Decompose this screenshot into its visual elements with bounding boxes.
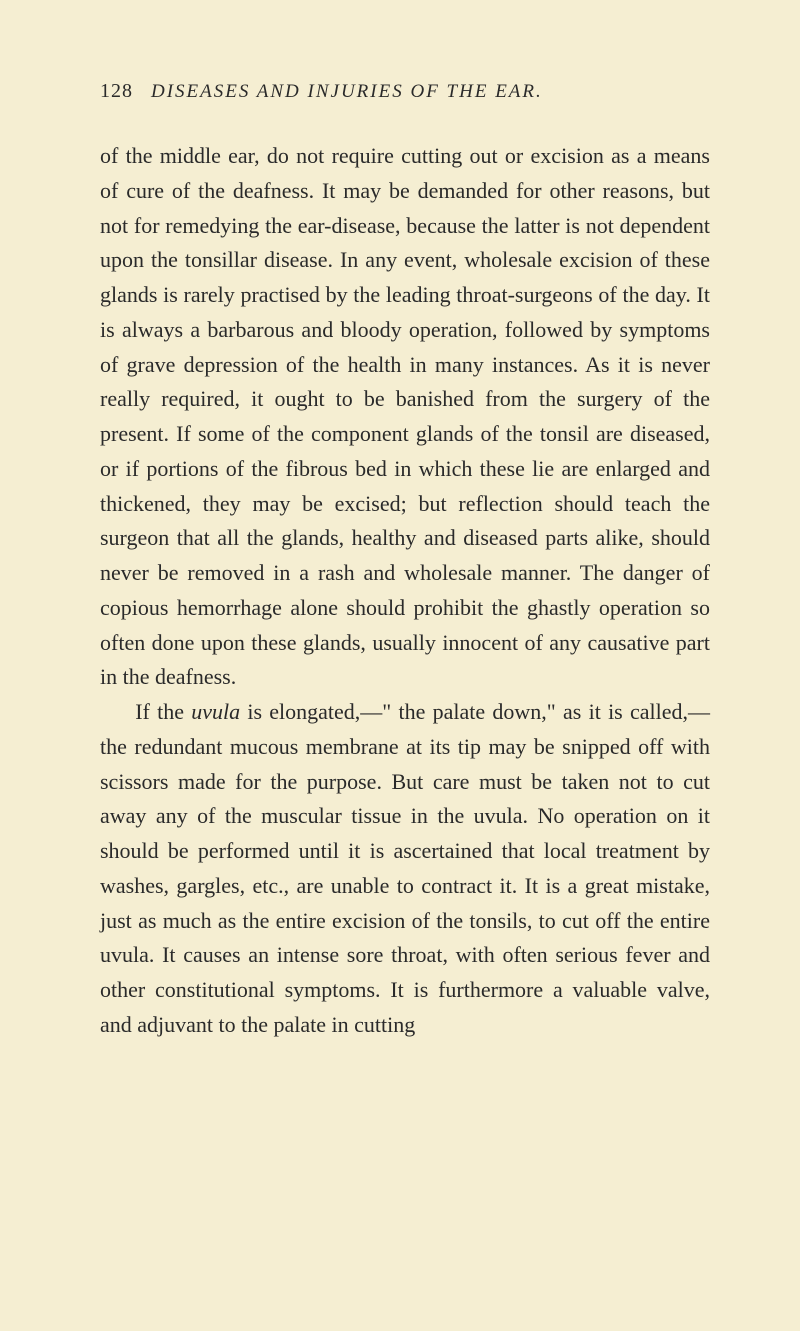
running-title: DISEASES AND INJURIES OF THE EAR. — [151, 81, 543, 103]
text-run: is elongated,—" the palate down," as it … — [100, 699, 710, 1037]
text-run: If the — [135, 699, 191, 724]
body-text: of the middle ear, do not require cuttin… — [100, 139, 710, 1043]
text-italic: uvula — [191, 699, 240, 724]
paragraph: If the uvula is elongated,—" the palate … — [100, 695, 710, 1043]
page-container: 128 DISEASES AND INJURIES OF THE EAR. of… — [0, 0, 800, 1113]
page-header: 128 DISEASES AND INJURIES OF THE EAR. — [100, 80, 710, 103]
paragraph: of the middle ear, do not require cuttin… — [100, 139, 710, 695]
page-number: 128 — [100, 80, 133, 103]
text-run: of the middle ear, do not require cuttin… — [100, 143, 710, 689]
